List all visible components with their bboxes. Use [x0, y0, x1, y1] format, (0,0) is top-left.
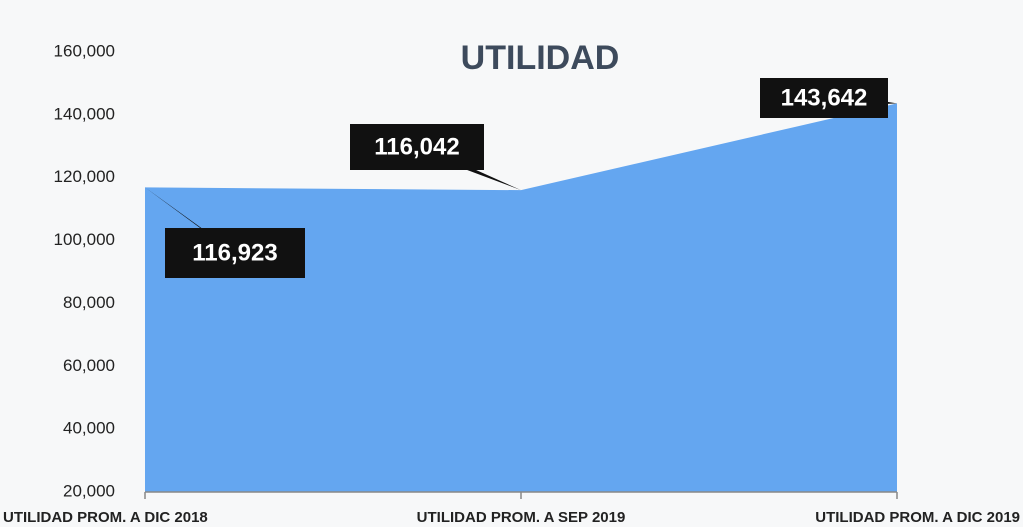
- y-tick-label: 80,000: [63, 293, 115, 312]
- y-tick-label: 40,000: [63, 419, 115, 438]
- callout-pointer: [145, 187, 245, 261]
- value-label-box: [760, 78, 888, 118]
- x-tick-label: UTILIDAD PROM. A DIC 2018: [3, 509, 208, 526]
- y-tick-label: 20,000: [63, 481, 115, 500]
- value-label: 143,642: [781, 84, 868, 111]
- y-tick-label: 100,000: [54, 230, 115, 249]
- value-label: 116,923: [192, 239, 277, 266]
- y-tick-label: 120,000: [54, 167, 115, 186]
- y-tick-label: 140,000: [54, 104, 115, 123]
- chart-title: UTILIDAD: [461, 39, 620, 77]
- x-tick-label: UTILIDAD PROM. A DIC 2019: [815, 509, 1020, 526]
- y-tick-label: 60,000: [63, 356, 115, 375]
- value-label: 116,042: [374, 133, 459, 160]
- value-label-box: [350, 124, 484, 170]
- y-tick-label: 160,000: [54, 41, 115, 60]
- value-label-box: [165, 228, 305, 278]
- x-tick-label: UTILIDAD PROM. A SEP 2019: [417, 509, 626, 526]
- area: [145, 103, 897, 492]
